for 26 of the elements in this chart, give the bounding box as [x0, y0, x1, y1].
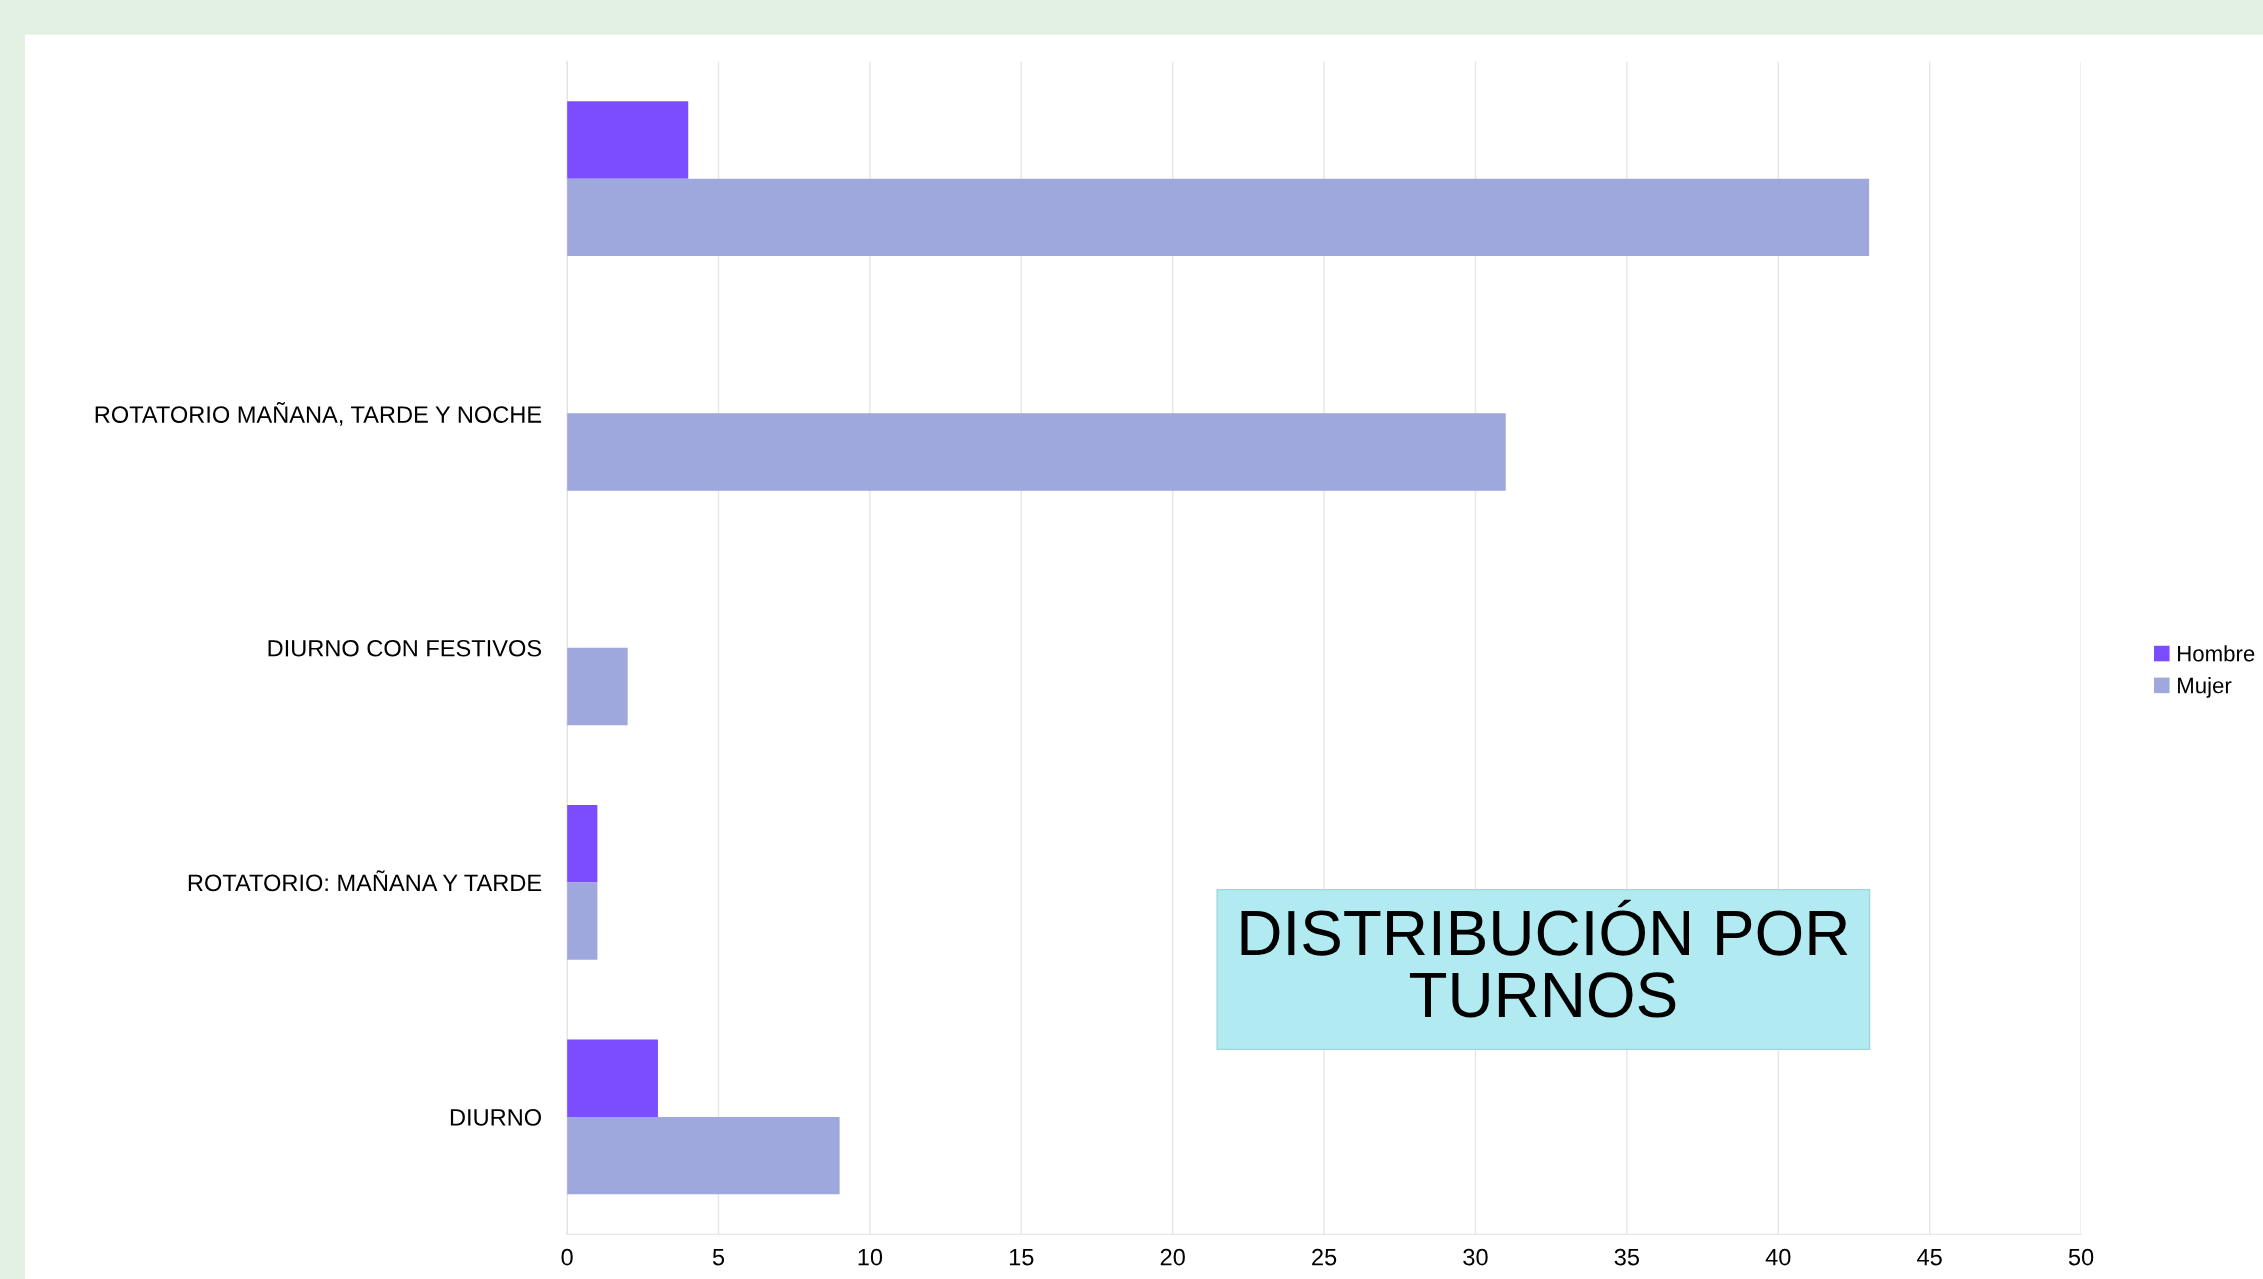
y-tick-label: ROTATORIO MAÑANA, TARDE Y NOCHE — [95, 401, 542, 426]
bar — [567, 804, 598, 883]
x-tick-label: 40 — [1765, 1248, 1791, 1266]
text: DISTRIBUCIÓN POR TURNOS — [1241, 899, 1848, 1018]
bar — [567, 1116, 840, 1195]
x-tick-label: 45 — [1917, 1248, 1942, 1266]
bar — [567, 178, 1870, 257]
x-tick-label: 10 — [858, 1248, 883, 1266]
legend-label: Mujer — [2178, 677, 2232, 698]
bar — [567, 101, 689, 179]
x-tick-label: 50 — [2068, 1248, 2094, 1266]
x-tick-label: 0 — [561, 1248, 573, 1266]
bar — [567, 1039, 658, 1117]
x-tick-label: 15 — [1009, 1248, 1034, 1266]
bar — [567, 413, 1506, 491]
bar — [567, 882, 598, 960]
x-tick-label: 30 — [1463, 1248, 1488, 1266]
x-tick-label: 25 — [1312, 1248, 1337, 1266]
y-tick-label: DIURNO — [450, 1109, 541, 1126]
x-tick-label: 35 — [1614, 1248, 1640, 1266]
x-tick-label: 5 — [712, 1248, 725, 1266]
bar — [567, 647, 628, 726]
y-tick-label: DIURNO CON FESTIVOS — [268, 639, 542, 657]
y-tick-label: ROTATORIO: MAÑANA Y TARDE — [188, 870, 542, 892]
legend-label: Hombre — [2178, 645, 2255, 662]
x-tick-label: 20 — [1160, 1248, 1185, 1266]
